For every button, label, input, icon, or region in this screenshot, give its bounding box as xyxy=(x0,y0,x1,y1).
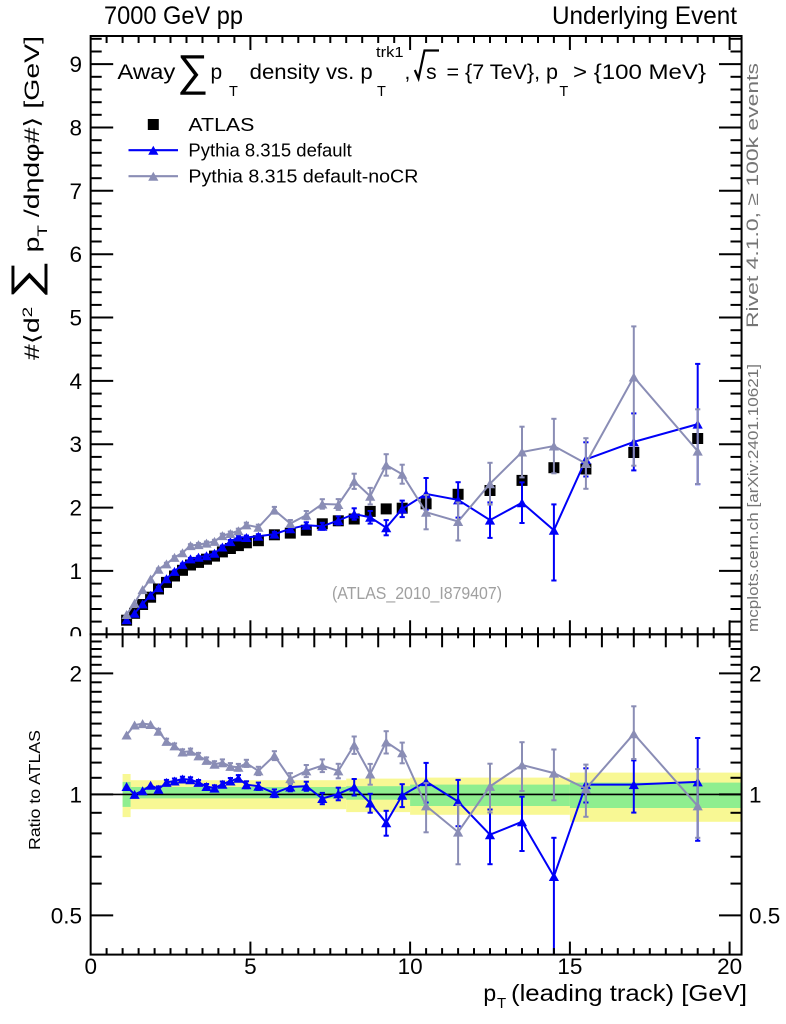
svg-text:(ATLAS_2010_I879407): (ATLAS_2010_I879407) xyxy=(332,583,502,604)
svg-text:7: 7 xyxy=(69,179,82,204)
svg-text:trk1: trk1 xyxy=(376,44,404,61)
svg-text:p: p xyxy=(483,980,496,1006)
svg-text:(leading track) [GeV]: (leading track) [GeV] xyxy=(511,980,747,1006)
svg-text:> {100 MeV}: > {100 MeV} xyxy=(573,61,706,84)
svg-text:2: 2 xyxy=(69,661,82,686)
svg-text:0.5: 0.5 xyxy=(51,903,82,928)
svg-text:7000 GeV pp: 7000 GeV pp xyxy=(104,2,243,30)
svg-text:T: T xyxy=(377,84,386,100)
svg-text:s: s xyxy=(426,61,437,84)
svg-text:5: 5 xyxy=(244,954,257,979)
svg-text:∑: ∑ xyxy=(177,47,208,96)
svg-text:2: 2 xyxy=(69,496,82,521)
svg-text:1: 1 xyxy=(69,559,82,584)
svg-text:p: p xyxy=(211,61,223,84)
svg-text:T: T xyxy=(229,84,238,100)
svg-text:8: 8 xyxy=(69,116,82,141)
svg-text:0: 0 xyxy=(84,954,97,979)
svg-text:Underlying Event: Underlying Event xyxy=(552,2,737,30)
svg-text:1: 1 xyxy=(749,782,762,807)
svg-text:5: 5 xyxy=(69,306,82,331)
svg-text:T: T xyxy=(497,995,506,1012)
svg-text:,: , xyxy=(405,61,411,84)
svg-text:10: 10 xyxy=(398,954,423,979)
svg-text:2: 2 xyxy=(749,661,762,686)
svg-text:3: 3 xyxy=(69,432,82,457)
svg-text:= {7 TeV}, p: = {7 TeV}, p xyxy=(447,61,559,84)
svg-text:Ratio to ATLAS: Ratio to ATLAS xyxy=(27,730,44,850)
svg-text:0.5: 0.5 xyxy=(749,903,780,928)
svg-text:T: T xyxy=(559,84,568,100)
svg-text:9: 9 xyxy=(69,52,82,77)
svg-text:mcplots.cern.ch [arXiv:2401.10: mcplots.cern.ch [arXiv:2401.10621] xyxy=(745,364,762,632)
svg-text:Rivet 4.1.0, ≥ 100k events: Rivet 4.1.0, ≥ 100k events xyxy=(744,63,762,328)
svg-text:6: 6 xyxy=(69,242,82,267)
svg-text:ATLAS: ATLAS xyxy=(188,115,254,135)
svg-text:density vs. p: density vs. p xyxy=(250,61,373,84)
svg-text:0: 0 xyxy=(69,622,82,647)
svg-text:15: 15 xyxy=(557,954,582,979)
svg-text:4: 4 xyxy=(69,369,82,394)
svg-text:Away: Away xyxy=(117,61,176,84)
svg-text:20: 20 xyxy=(717,954,742,979)
svg-text:Pythia 8.315 default: Pythia 8.315 default xyxy=(188,141,351,161)
svg-text:Pythia 8.315 default-noCR: Pythia 8.315 default-noCR xyxy=(188,167,418,187)
svg-text:1: 1 xyxy=(69,782,82,807)
